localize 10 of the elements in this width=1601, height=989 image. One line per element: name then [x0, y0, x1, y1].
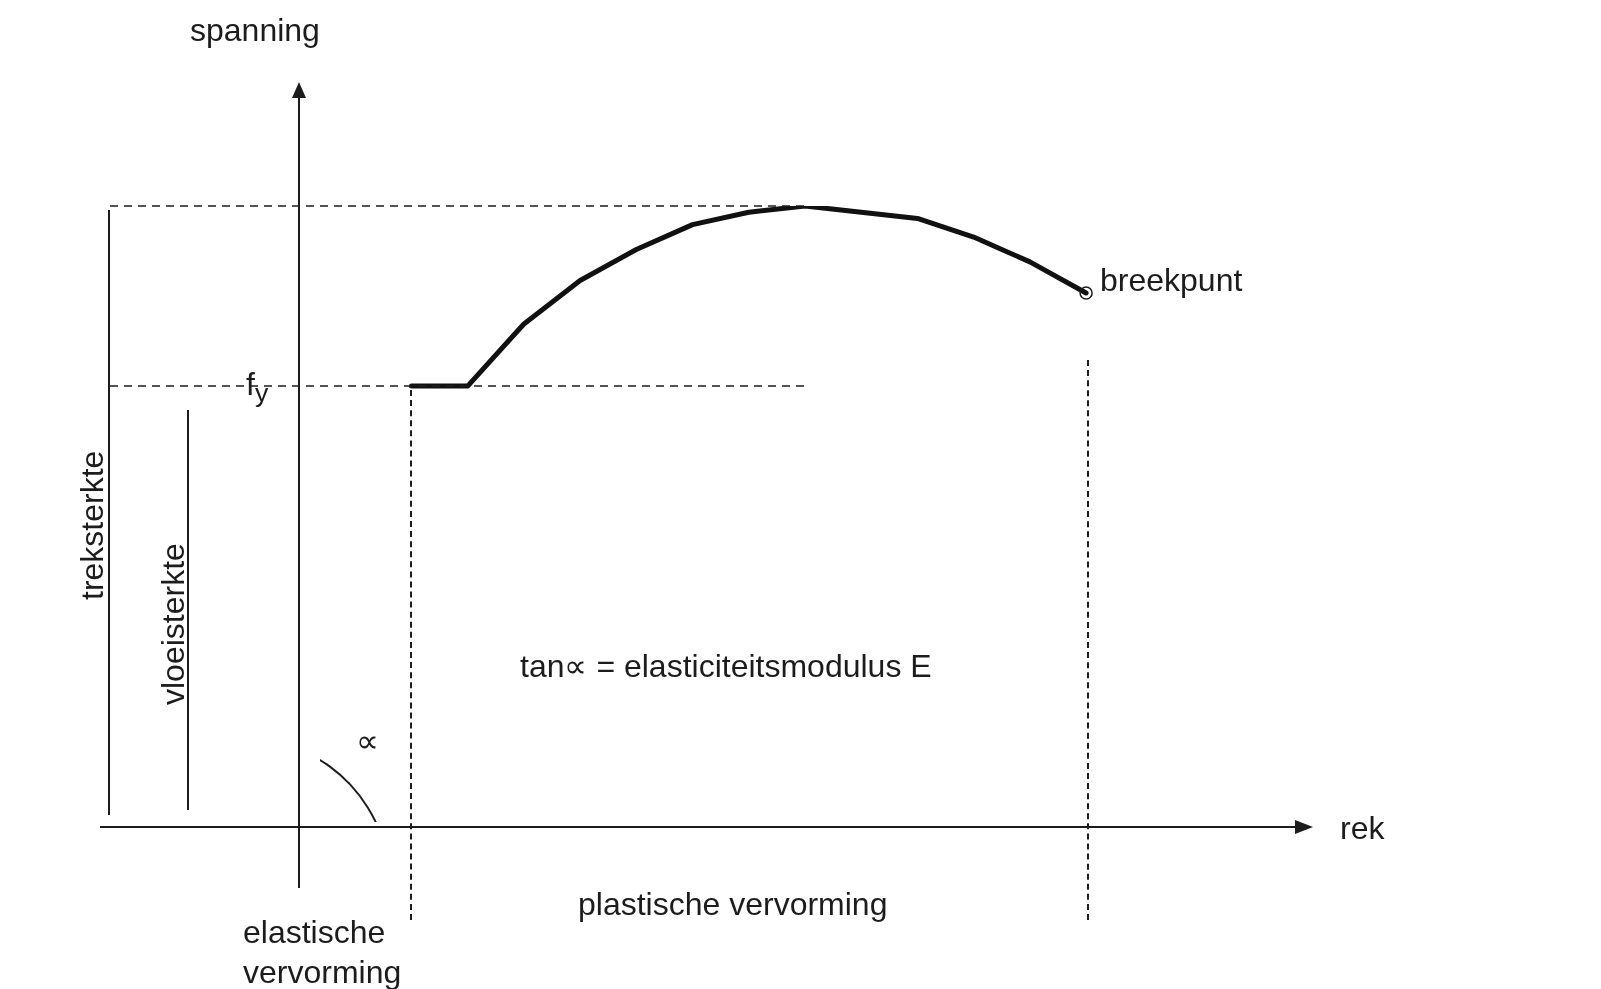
annotation: breekpunt — [1100, 262, 1243, 298]
ref-line-label: f$_{y}$ — [246, 366, 269, 409]
text: plastische vervorming — [578, 886, 888, 922]
annotation: ∝ — [356, 723, 379, 759]
text: elastische vervorming — [243, 913, 403, 989]
x-axis-title: rek — [1340, 810, 1385, 846]
annotation: tan∝ = elasticiteitsmodulus E — [520, 648, 932, 684]
text: treksterkte — [74, 450, 110, 600]
text: vloeisterkte — [155, 543, 191, 705]
y-axis-title: spanning — [190, 12, 320, 48]
